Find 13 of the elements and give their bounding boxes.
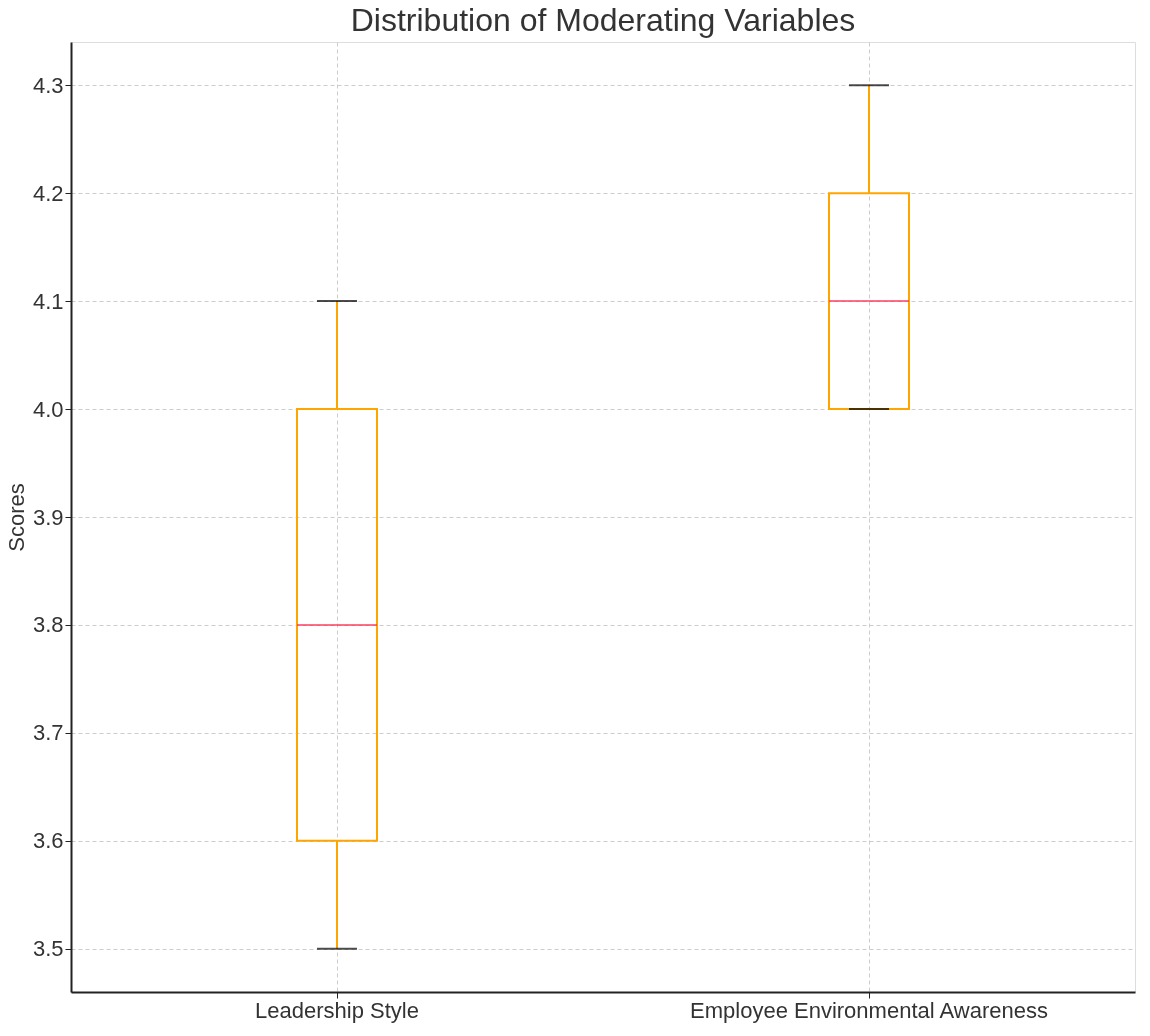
x-tick-label: Leadership Style: [255, 997, 419, 1023]
x-tick-label: Employee Environmental Awareness: [690, 997, 1048, 1023]
y-tick-label: 4.3: [32, 72, 64, 98]
y-tick-label: 3.5: [32, 936, 64, 962]
chart-title: Distribution of Moderating Variables: [350, 2, 856, 38]
y-tick-label: 4.1: [32, 288, 64, 314]
y-tick-label: 3.6: [32, 828, 64, 854]
y-tick-label: 4.0: [32, 396, 64, 422]
y-axis-title: Scores: [3, 483, 29, 552]
y-tick-label: 3.7: [32, 720, 64, 746]
y-tick-label: 3.8: [32, 612, 64, 638]
y-tick-label: 4.2: [32, 180, 64, 206]
y-tick-label: 3.9: [32, 504, 64, 530]
